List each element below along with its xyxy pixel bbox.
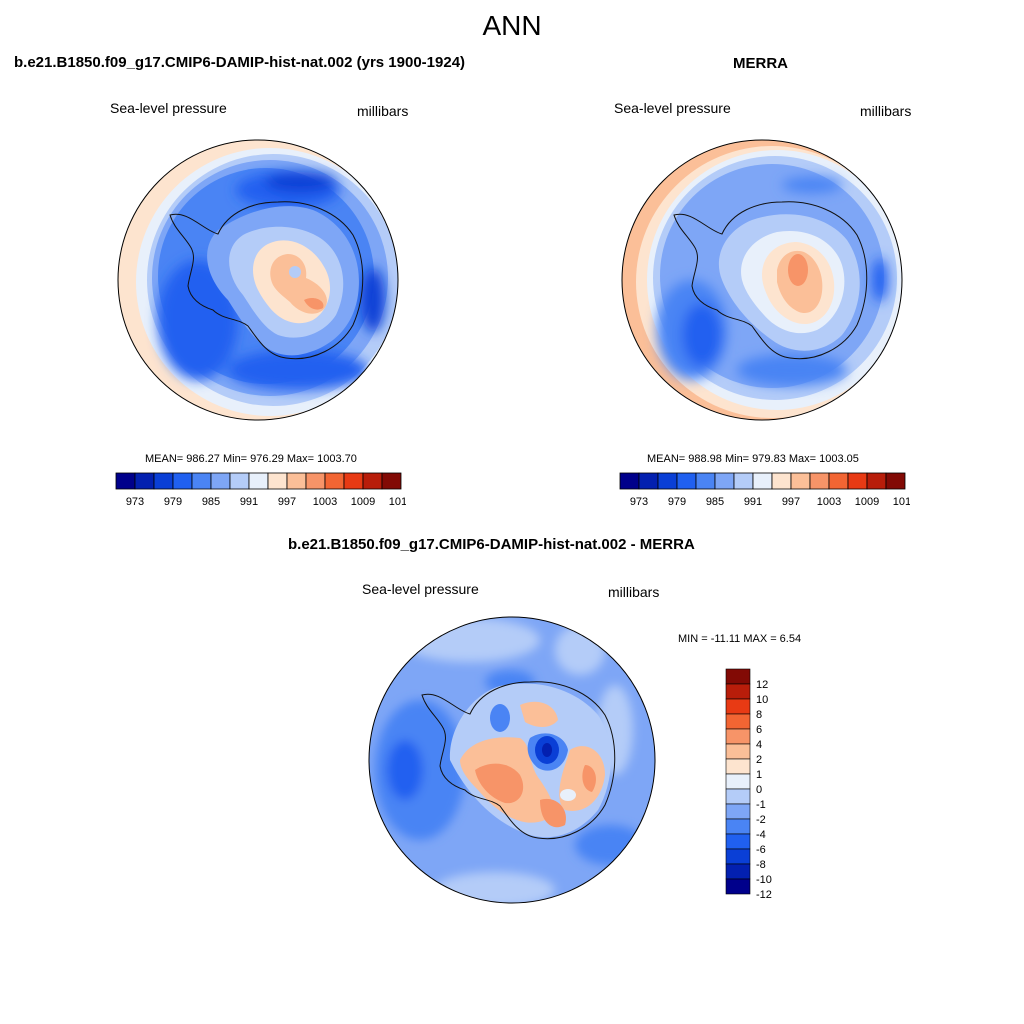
colorbar-difference-swatch xyxy=(725,758,751,775)
colorbar-model-tick-label: 1009 xyxy=(351,496,375,508)
colorbar-difference-swatch xyxy=(725,698,751,715)
colorbar-difference-swatch xyxy=(725,743,751,760)
colorbar-model-swatch xyxy=(343,472,364,490)
colorbar-model-swatch xyxy=(210,472,231,490)
colorbar-model-swatch xyxy=(115,472,136,490)
units-label-difference: millibars xyxy=(608,584,660,600)
colorbar-merra: 973 979 985 991 997 1003 1009 1015 xyxy=(619,472,910,508)
colorbar-difference-tick-label: -8 xyxy=(756,859,766,871)
colorbar-merra-swatch xyxy=(657,472,678,490)
colorbar-model-swatch xyxy=(248,472,269,490)
stats-model: MEAN= 986.27 Min= 976.29 Max= 1003.70 xyxy=(145,453,357,465)
colorbar-difference-swatch xyxy=(725,878,751,895)
colorbar-merra-tick-label: 973 xyxy=(630,496,648,508)
panel-title-model: b.e21.B1850.f09_g17.CMIP6-DAMIP-hist-nat… xyxy=(14,54,466,71)
colorbar-difference-swatch xyxy=(725,773,751,790)
colorbar-difference-tick-label: 1 xyxy=(756,769,762,781)
main-title: ANN xyxy=(482,10,542,41)
colorbar-merra-tick-label: 985 xyxy=(706,496,724,508)
colorbar-model-swatch xyxy=(267,472,288,490)
colorbar-merra-tick-label: 997 xyxy=(782,496,800,508)
colorbar-model-swatch xyxy=(153,472,174,490)
colorbar-merra-swatch xyxy=(885,472,906,490)
colorbar-difference-tick-label: -4 xyxy=(756,829,766,841)
colorbar-model-tick-label: 997 xyxy=(278,496,296,508)
colorbar-difference-tick-label: 0 xyxy=(756,784,762,796)
colorbar-merra-swatch xyxy=(714,472,735,490)
colorbar-difference-swatch xyxy=(725,848,751,865)
stats-merra: MEAN= 988.98 Min= 979.83 Max= 1003.05 xyxy=(647,453,859,465)
colorbar-difference-tick-label: -10 xyxy=(756,874,772,886)
colorbar-merra-tick-label: 1015 xyxy=(893,496,910,508)
colorbar-model-swatch xyxy=(172,472,193,490)
colorbar-difference-swatch xyxy=(725,713,751,730)
variable-label-difference: Sea-level pressure xyxy=(362,581,479,597)
colorbar-difference-swatch xyxy=(725,683,751,700)
colorbar-model-tick-label: 1015 xyxy=(389,496,406,508)
panel-title-merra: MERRA xyxy=(733,55,788,72)
colorbar-merra-swatch xyxy=(847,472,868,490)
colorbar-difference-tick-label: 12 xyxy=(756,679,768,691)
colorbar-merra-tick-label: 1009 xyxy=(855,496,879,508)
units-label-merra: millibars xyxy=(860,103,912,119)
colorbar-merra-swatch xyxy=(733,472,754,490)
colorbar-difference-swatch xyxy=(725,863,751,880)
colorbar-model-swatch xyxy=(381,472,402,490)
colorbar-difference-tick-label: -6 xyxy=(756,844,766,856)
colorbar-difference-tick-label: 6 xyxy=(756,724,762,736)
colorbar-merra-swatch xyxy=(809,472,830,490)
colorbar-difference-swatch xyxy=(725,803,751,820)
colorbar-model-tick-label: 991 xyxy=(240,496,258,508)
colorbar-merra-swatch xyxy=(638,472,659,490)
colorbar-merra-swatch xyxy=(752,472,773,490)
colorbar-difference-tick-label: -1 xyxy=(756,799,766,811)
colorbar-difference-swatch xyxy=(725,668,751,685)
colorbar-merra-tick-label: 979 xyxy=(668,496,686,508)
colorbar-merra-swatch xyxy=(866,472,887,490)
colorbar-merra-tick-label: 1003 xyxy=(817,496,841,508)
colorbar-difference-tick-label: 2 xyxy=(756,754,762,766)
colorbar-model-swatch xyxy=(134,472,155,490)
colorbar-difference-swatch xyxy=(725,818,751,835)
colorbar-difference-tick-label: 4 xyxy=(756,739,762,751)
colorbar-model-tick-label: 1003 xyxy=(313,496,337,508)
polar-map-difference xyxy=(368,616,656,904)
colorbar-merra-swatch xyxy=(676,472,697,490)
colorbar-model-swatch xyxy=(305,472,326,490)
stats-difference: MIN = -11.11 MAX = 6.54 xyxy=(678,633,802,645)
colorbar-model-swatch xyxy=(229,472,250,490)
units-label-model: millibars xyxy=(357,103,409,119)
colorbar-model-swatch xyxy=(191,472,212,490)
colorbar-model-swatch xyxy=(362,472,383,490)
colorbar-model-tick-label: 973 xyxy=(126,496,144,508)
colorbar-model-tick-label: 985 xyxy=(202,496,220,508)
colorbar-difference-tick-label: -12 xyxy=(756,889,772,901)
colorbar-merra-swatch xyxy=(790,472,811,490)
colorbar-merra-swatch xyxy=(619,472,640,490)
colorbar-difference-swatch xyxy=(725,728,751,745)
colorbar-merra-swatch xyxy=(828,472,849,490)
colorbar-difference-tick-label: -2 xyxy=(756,814,766,826)
polar-map-model xyxy=(117,139,399,421)
colorbar-merra-tick-label: 991 xyxy=(744,496,762,508)
colorbar-difference-swatch xyxy=(725,788,751,805)
variable-label-model: Sea-level pressure xyxy=(110,100,227,116)
colorbar-merra-swatch xyxy=(771,472,792,490)
colorbar-model-tick-label: 979 xyxy=(164,496,182,508)
panel-title-difference: b.e21.B1850.f09_g17.CMIP6-DAMIP-hist-nat… xyxy=(288,536,695,553)
colorbar-model-swatch xyxy=(324,472,345,490)
colorbar-model-swatch xyxy=(286,472,307,490)
colorbar-difference-swatch xyxy=(725,833,751,850)
colorbar-merra-swatch xyxy=(695,472,716,490)
polar-map-merra xyxy=(621,139,903,421)
variable-label-merra: Sea-level pressure xyxy=(614,100,731,116)
colorbar-difference-tick-label: 10 xyxy=(756,694,768,706)
colorbar-model: 973 979 985 991 997 1003 1009 1015 xyxy=(115,472,406,508)
colorbar-difference-tick-label: 8 xyxy=(756,709,762,721)
